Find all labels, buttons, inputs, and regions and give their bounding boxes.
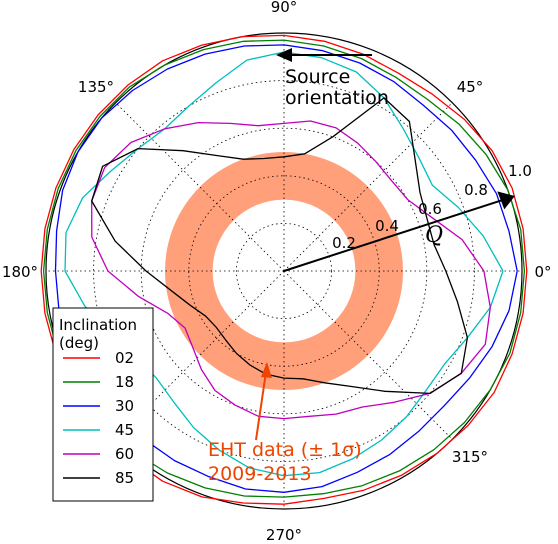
series-line-85 [91,97,469,395]
legend-box [52,307,154,502]
radial-tick-label: 0.6 [418,200,442,218]
grid-spoke [283,270,453,440]
legend-label-02: 02 [115,349,134,367]
legend-label-30: 30 [115,397,134,415]
angle-tick-label: 315° [452,448,488,466]
eht-label-2: 2009-2013 [208,463,312,485]
angle-tick-label: 270° [266,526,302,544]
polar-grid [45,32,523,510]
legend-label-18: 18 [115,373,134,391]
legend-label-85: 85 [115,469,134,487]
annotations [255,48,515,441]
eht-label-1: EHT data (± 1σ) [208,439,362,461]
q-vector-shaft [283,199,502,272]
q-label: Q [425,223,443,248]
angle-tick-label: 0° [534,263,551,281]
q-vector-head [497,191,515,210]
source-orientation-label-2: orientation [285,87,389,109]
grid-circle [235,222,332,319]
radial-tick-label: 0.2 [332,234,356,252]
angle-tick-label: 90° [271,0,298,16]
series-line-30 [54,44,518,493]
series-lines [40,34,528,505]
grid-spoke [115,102,285,272]
series-line-60 [91,120,491,420]
legend-label-60: 60 [115,445,134,463]
radial-tick-label: 0.4 [375,217,399,235]
eht-pointer-head [261,362,272,378]
series-line-02 [40,34,528,505]
eht-pointer-shaft [255,371,267,441]
legend-title-2: (deg) [59,334,99,352]
legend: Inclination (deg) 02 18 30 45 60 85 [52,307,154,502]
source-orientation-label-1: Source [285,66,350,88]
radial-tick-label: 0.8 [464,181,488,199]
legend-items: 02 18 30 45 60 85 [63,349,134,487]
grid-circle [140,127,428,415]
source-arrow-head [276,48,292,62]
angle-tick-label: 45° [457,78,484,96]
eht-band [165,152,403,390]
radial-tick-label: 1.0 [508,162,532,180]
eht-annulus [165,152,403,390]
legend-label-45: 45 [115,421,134,439]
series-line-18 [42,39,526,498]
legend-title-1: Inclination [59,316,137,334]
grid-circle [45,32,523,510]
angle-tick-label: 135° [78,78,114,96]
grid-spoke [283,102,453,272]
angle-tick-label: 180° [2,263,38,281]
